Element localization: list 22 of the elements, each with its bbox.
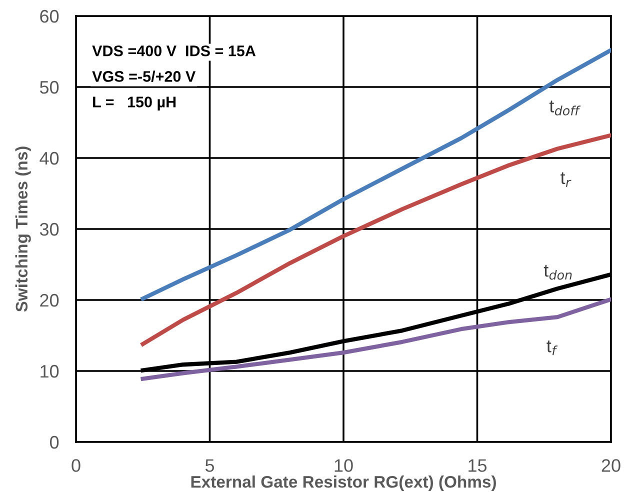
x-tick-label: 20	[602, 459, 620, 472]
y-tick-label: 20	[40, 294, 59, 307]
series-label: t$_{r}$	[560, 172, 572, 187]
line-series	[140, 297, 611, 381]
series-label: t$_{doff}$	[549, 100, 581, 116]
series-label: t$_{f}$	[546, 340, 558, 356]
y-tick-label: 60	[40, 10, 59, 23]
y-tick-label: 30	[40, 222, 59, 236]
x-tick-label: 5	[205, 459, 214, 472]
x-tick-label: 0	[72, 459, 80, 472]
y-axis-title: Switching Times (ns)	[15, 146, 31, 312]
series-label: t$_{don}$	[544, 264, 572, 280]
y-tick-label: 10	[40, 364, 59, 378]
y-tick-label: 50	[40, 80, 59, 94]
annotation: L = 150 µH	[93, 96, 176, 110]
x-axis-title: External Gate Resistor RG(ext) (Ohms)	[191, 476, 496, 492]
annotation: VGS =-5/+20 V	[92, 70, 196, 82]
annotation: VDS =400 V IDS = 15A	[92, 45, 256, 56]
y-tick-label: 40	[40, 152, 59, 165]
x-tick-label: 15	[468, 459, 487, 472]
x-tick-label: 10	[334, 459, 353, 472]
y-tick-label: 0	[50, 436, 59, 449]
